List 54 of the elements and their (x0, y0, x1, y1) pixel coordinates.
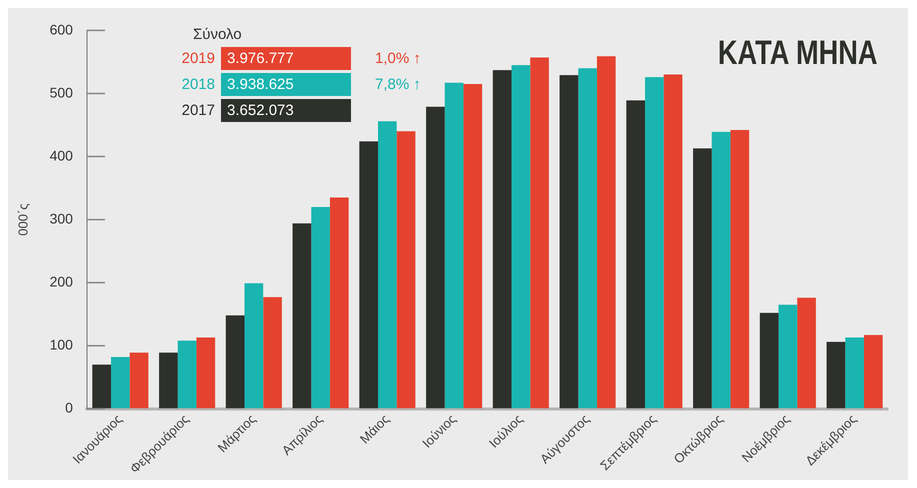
y-tick-label: 600 (50, 21, 74, 38)
bar (730, 130, 750, 408)
bar (444, 82, 464, 408)
y-tick-label: 400 (50, 147, 74, 164)
bar (226, 315, 244, 408)
legend-swatch: 3.652.073 (221, 98, 351, 122)
bar (263, 297, 282, 408)
bar (778, 304, 798, 408)
bar (396, 131, 416, 408)
text: 2017 (180, 102, 215, 118)
bar (512, 65, 530, 408)
bar (463, 84, 482, 408)
chart-title: KATA MHNA (718, 34, 878, 73)
bar (426, 106, 445, 408)
bar (864, 334, 883, 408)
bar (378, 121, 397, 408)
text: 2018 (180, 76, 215, 92)
bar (664, 74, 682, 408)
bar (178, 340, 196, 408)
bar (244, 283, 264, 408)
bar (292, 223, 312, 408)
bar (159, 352, 178, 408)
y-axis-title: 000΄ς (15, 203, 30, 236)
bar (311, 206, 330, 408)
bar (92, 364, 111, 408)
y-tick-label: 200 (50, 273, 74, 290)
bar (626, 100, 646, 408)
bar (560, 75, 578, 408)
bar (826, 342, 846, 408)
bar (645, 77, 664, 408)
annotation: 1,0% ↑ (375, 50, 421, 66)
annotation: 7,8% ↑ (375, 76, 421, 92)
y-tick-label: 0 (65, 400, 74, 416)
bar (845, 337, 864, 408)
bar (693, 148, 712, 408)
bar (797, 298, 816, 408)
bar (596, 56, 616, 408)
y-tick-label: 100 (50, 336, 74, 353)
bar (530, 58, 549, 408)
bar (578, 68, 597, 408)
bar (760, 312, 779, 408)
bar (712, 132, 730, 408)
bar (196, 337, 216, 408)
y-tick-label: 500 (50, 84, 74, 100)
bar (110, 357, 130, 408)
bar (130, 352, 148, 408)
legend-swatch: 3.938.625 (221, 72, 351, 96)
text: 2019 (180, 50, 215, 66)
bar (359, 141, 378, 408)
bar (330, 198, 349, 408)
y-tick-label: 300 (50, 210, 74, 226)
legend-title: Σύνολο (193, 26, 243, 43)
bar (492, 70, 512, 408)
legend-swatch: 3.976.777 (221, 46, 351, 70)
